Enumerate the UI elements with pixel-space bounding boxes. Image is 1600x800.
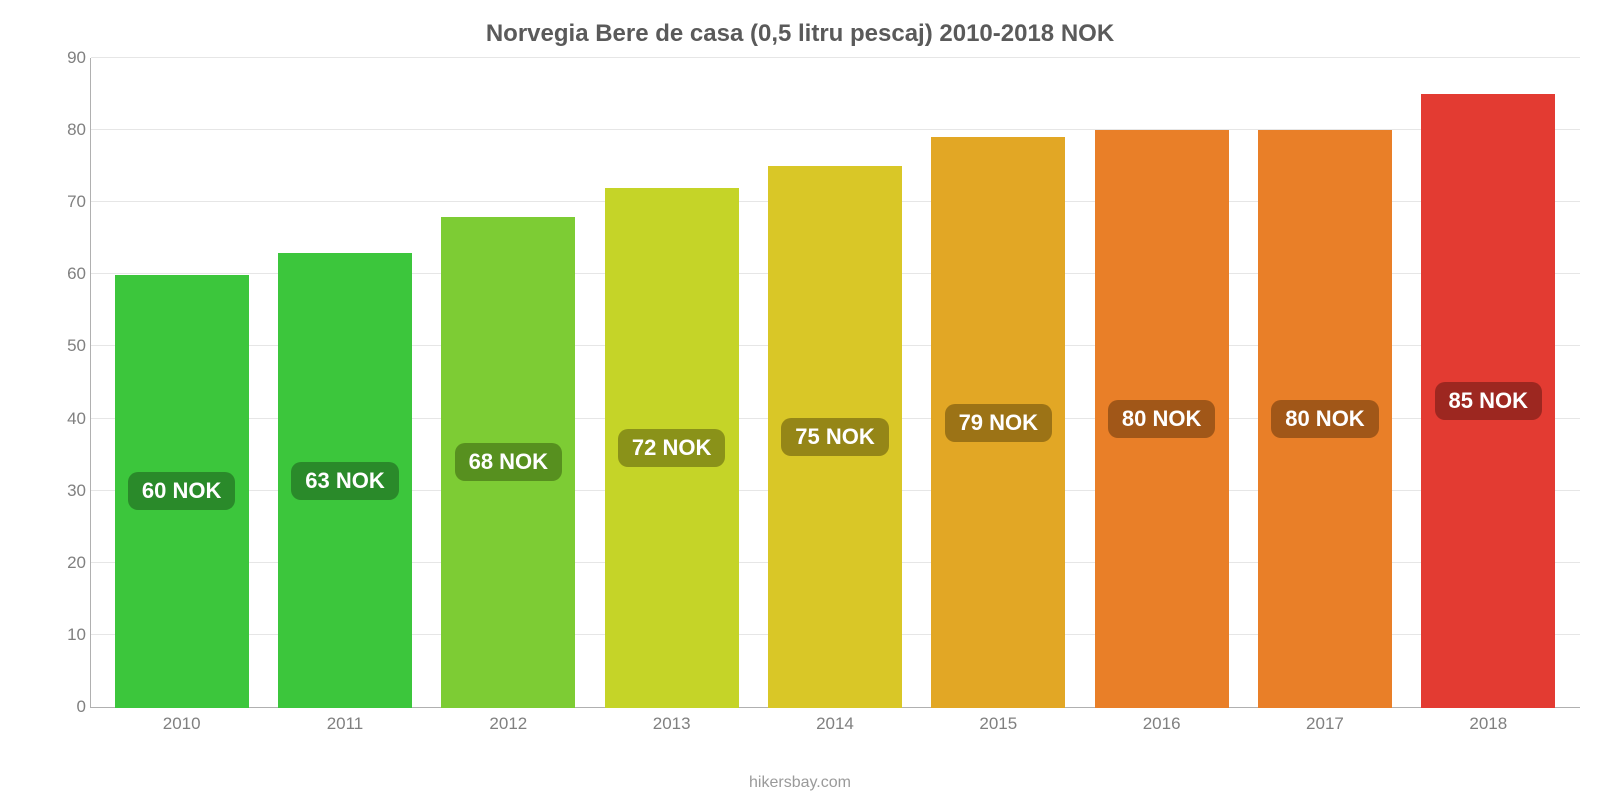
y-tick-label: 50 — [51, 336, 86, 356]
x-tick-label: 2011 — [263, 708, 426, 738]
bar: 60 NOK — [115, 275, 249, 708]
bar: 80 NOK — [1095, 130, 1229, 708]
bar: 75 NOK — [768, 166, 902, 708]
y-tick-label: 20 — [51, 553, 86, 573]
y-tick-label: 10 — [51, 625, 86, 645]
bars-container: 60 NOK 63 NOK 68 NOK 72 NOK 75 NOK 79 NOK 80 N… — [90, 58, 1580, 708]
bar-value-label: 75 NOK — [781, 418, 888, 456]
bar-slot: 72 NOK — [590, 58, 753, 708]
y-tick-label: 30 — [51, 481, 86, 501]
x-tick-label: 2012 — [427, 708, 590, 738]
bar-slot: 75 NOK — [753, 58, 916, 708]
bar-value-label: 68 NOK — [455, 443, 562, 481]
bar-slot: 85 NOK — [1407, 58, 1570, 708]
bar-slot: 63 NOK — [263, 58, 426, 708]
bar-slot: 80 NOK — [1080, 58, 1243, 708]
bar-value-label: 80 NOK — [1271, 400, 1378, 438]
y-tick-label: 70 — [51, 192, 86, 212]
y-tick-label: 80 — [51, 120, 86, 140]
x-tick-label: 2015 — [917, 708, 1080, 738]
y-tick-label: 0 — [51, 697, 86, 717]
x-axis: 201020112012201320142015201620172018 — [90, 708, 1580, 738]
x-tick-label: 2013 — [590, 708, 753, 738]
bar-slot: 68 NOK — [427, 58, 590, 708]
bar-value-label: 79 NOK — [945, 404, 1052, 442]
chart-container: Norvegia Bere de casa (0,5 litru pescaj)… — [0, 0, 1600, 800]
x-tick-label: 2014 — [753, 708, 916, 738]
bar-slot: 80 NOK — [1243, 58, 1406, 708]
bar-value-label: 80 NOK — [1108, 400, 1215, 438]
bar-slot: 79 NOK — [917, 58, 1080, 708]
x-tick-label: 2010 — [100, 708, 263, 738]
bar: 63 NOK — [278, 253, 412, 708]
y-axis — [50, 58, 90, 707]
y-tick-label: 60 — [51, 264, 86, 284]
bar: 85 NOK — [1421, 94, 1555, 708]
plot-area: 0102030405060708090 60 NOK63 NOK68 NOK72… — [60, 58, 1580, 738]
y-tick-label: 40 — [51, 409, 86, 429]
x-tick-label: 2017 — [1243, 708, 1406, 738]
bar-slot: 60 NOK — [100, 58, 263, 708]
chart-title: Norvegia Bere de casa (0,5 litru pescaj)… — [40, 20, 1560, 48]
x-tick-label: 2018 — [1407, 708, 1570, 738]
bar-value-label: 85 NOK — [1435, 382, 1542, 420]
y-tick-label: 90 — [51, 48, 86, 68]
bar-value-label: 72 NOK — [618, 429, 725, 467]
bar: 72 NOK — [605, 188, 739, 708]
x-tick-label: 2016 — [1080, 708, 1243, 738]
bar: 79 NOK — [931, 137, 1065, 708]
bar-value-label: 60 NOK — [128, 472, 235, 510]
chart-footer: hikersbay.com — [0, 774, 1600, 792]
bar: 80 NOK — [1258, 130, 1392, 708]
bar: 68 NOK — [441, 217, 575, 708]
bar-value-label: 63 NOK — [291, 462, 398, 500]
